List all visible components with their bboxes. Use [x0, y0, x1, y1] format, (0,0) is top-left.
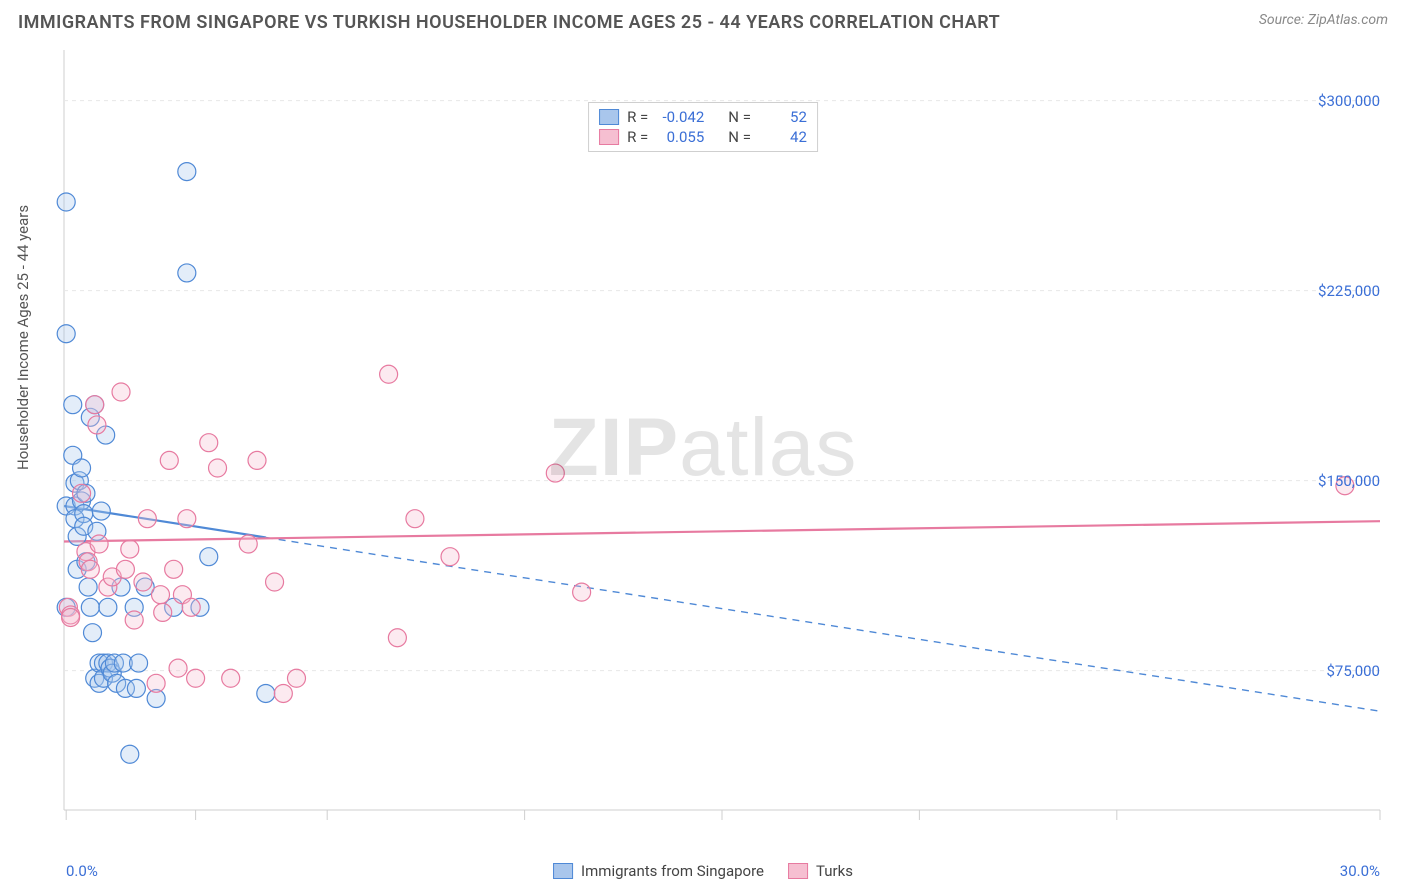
legend-label-singapore: Immigrants from Singapore	[581, 862, 764, 880]
swatch-turks	[599, 129, 619, 145]
x-axis-min-label: 0.0%	[66, 862, 98, 880]
legend-item-singapore: Immigrants from Singapore	[553, 862, 764, 880]
r-value-singapore: -0.042	[656, 108, 704, 126]
swatch-singapore	[599, 109, 619, 125]
r-value-turks: 0.055	[656, 128, 704, 146]
y-tick-label: $225,000	[1318, 282, 1380, 300]
n-label: N =	[728, 128, 751, 146]
scatter-chart	[18, 50, 1388, 840]
source-attribution: Source: ZipAtlas.com	[1259, 12, 1388, 28]
chart-title: IMMIGRANTS FROM SINGAPORE VS TURKISH HOU…	[18, 12, 1000, 33]
stats-row-singapore: R = -0.042 N = 52	[599, 107, 807, 127]
y-tick-label: $300,000	[1318, 92, 1380, 110]
swatch-singapore	[553, 863, 573, 879]
y-tick-label: $75,000	[1326, 662, 1380, 680]
series-legend: Immigrants from Singapore Turks	[553, 862, 853, 880]
r-label: R =	[627, 128, 648, 146]
header: IMMIGRANTS FROM SINGAPORE VS TURKISH HOU…	[0, 0, 1406, 39]
swatch-turks	[788, 863, 808, 879]
y-tick-label: $150,000	[1318, 472, 1380, 490]
r-label: R =	[627, 108, 648, 126]
x-axis-max-label: 30.0%	[1340, 862, 1380, 880]
chart-container: Householder Income Ages 25 - 44 years ZI…	[18, 50, 1388, 880]
stats-row-turks: R = 0.055 N = 42	[599, 127, 807, 147]
stats-legend: R = -0.042 N = 52 R = 0.055 N = 42	[588, 102, 818, 152]
legend-item-turks: Turks	[788, 862, 853, 880]
y-axis-label: Householder Income Ages 25 - 44 years	[14, 205, 32, 470]
n-value-turks: 42	[759, 128, 807, 146]
n-label: N =	[728, 108, 751, 126]
legend-label-turks: Turks	[816, 862, 853, 880]
n-value-singapore: 52	[759, 108, 807, 126]
